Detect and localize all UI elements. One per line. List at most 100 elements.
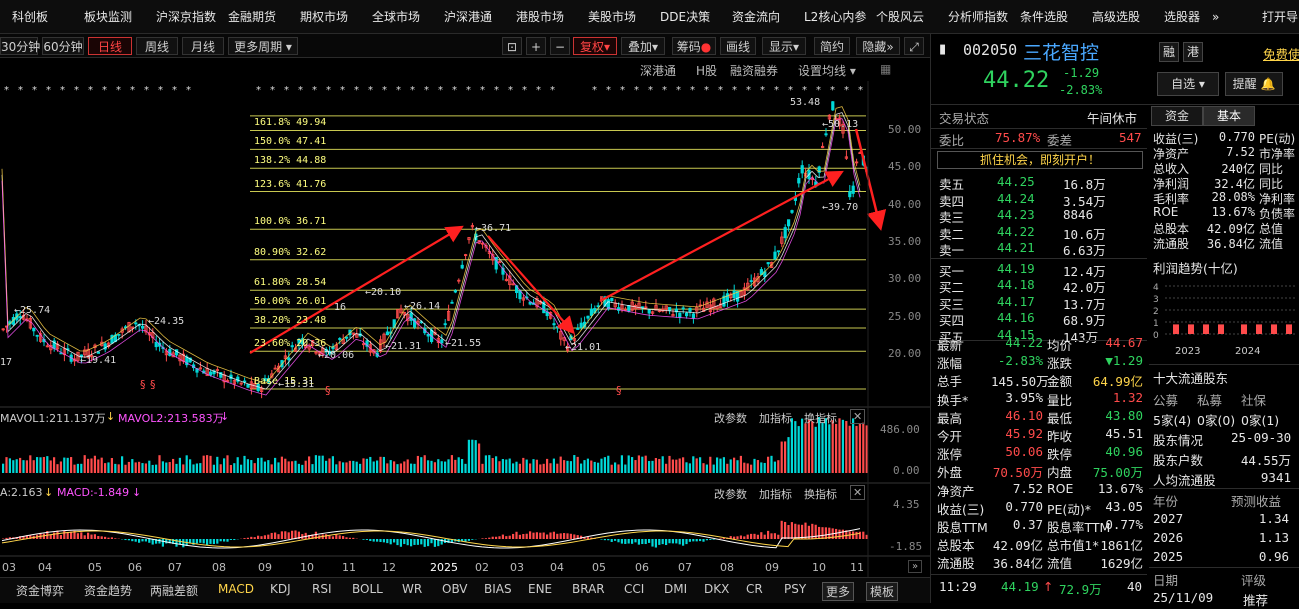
indicator-tab[interactable]: BOLL (352, 582, 383, 596)
nav-item[interactable]: 条件选股 (1020, 0, 1068, 34)
nav-item[interactable]: 分析师指数 (948, 0, 1008, 34)
tab-funds[interactable]: 资金 (1151, 106, 1203, 126)
nav-item[interactable]: 资金流向 (732, 0, 780, 34)
nav-item[interactable]: 期权市场 (300, 0, 348, 34)
volume-bar (158, 455, 160, 473)
macd-bar (611, 539, 613, 542)
stock-name[interactable]: 三花智控 (1023, 38, 1099, 65)
zoom-in-icon[interactable]: + (526, 37, 546, 55)
indicator-tab[interactable]: 资金博弈 (16, 582, 64, 599)
open-account-ad[interactable]: 抓住机会，即刻开户！ (937, 151, 1143, 169)
indicator-tab[interactable]: OBV (442, 582, 468, 596)
nav-item[interactable]: 港股市场 (516, 0, 564, 34)
nav-item[interactable]: 科创板 (12, 0, 48, 34)
volume-bar (655, 458, 657, 473)
sub-sz-hk-connect[interactable]: 深港通 (640, 62, 676, 79)
period-daily[interactable]: 日线 (88, 37, 132, 55)
macd-bar (570, 534, 572, 539)
vol-switch-indicator[interactable]: 换指标 (804, 410, 837, 426)
nav-item[interactable]: 个股风云 (876, 0, 924, 34)
nav-item[interactable]: 打开导 (1262, 0, 1298, 34)
nav-more[interactable]: » (1212, 0, 1219, 34)
macd-bar (70, 532, 72, 539)
vol-edit-params[interactable]: 改参数 (714, 410, 747, 426)
indicator-tab[interactable]: PSY (784, 582, 806, 596)
indicator-tab[interactable]: DMI (664, 582, 687, 596)
period-more[interactable]: 更多周期 ▾ (228, 37, 298, 55)
simple-button[interactable]: 简约 (814, 37, 850, 55)
volume-bar (413, 464, 415, 473)
macd-add-indicator[interactable]: 加指标 (759, 486, 792, 502)
indicator-tab[interactable]: RSI (312, 582, 332, 596)
nav-item[interactable]: L2核心内参 (804, 0, 866, 34)
indicator-tab[interactable]: 模板 (866, 582, 898, 601)
macd-bar (434, 539, 436, 547)
indicator-tab[interactable]: MACD (218, 582, 254, 596)
indicator-tab[interactable]: DKX (704, 582, 729, 596)
time-axis-label: 08 (720, 561, 734, 574)
lock-icon[interactable]: ⊡ (502, 37, 522, 55)
nav-item[interactable]: 美股市场 (588, 0, 636, 34)
scroll-right-icon[interactable]: » (908, 560, 922, 573)
macd-edit-params[interactable]: 改参数 (714, 486, 747, 502)
nav-item[interactable]: 选股器 (1164, 0, 1200, 34)
sub-h-share[interactable]: H股 (696, 62, 717, 79)
macd-bar (94, 534, 96, 539)
nav-item[interactable]: 全球市场 (372, 0, 420, 34)
indicator-tab[interactable]: KDJ (270, 582, 291, 596)
nav-item[interactable]: DDE决策 (660, 0, 710, 34)
volume-bar (294, 461, 296, 473)
macd-switch-indicator[interactable]: 换指标 (804, 486, 837, 502)
zoom-out-icon[interactable]: − (550, 37, 570, 55)
volume-bar (648, 461, 650, 473)
nav-item[interactable]: 沪深港通 (444, 0, 492, 34)
hk-badge[interactable]: 港 (1183, 42, 1203, 62)
macd-bar (488, 538, 490, 539)
sub-ma-settings[interactable]: 设置均线 ▾ (798, 62, 856, 79)
nav-item[interactable]: 板块监测 (84, 0, 132, 34)
indicator-tab[interactable]: BRAR (572, 582, 605, 596)
period-30min[interactable]: 30分钟 (0, 37, 38, 55)
close-icon[interactable]: ✕ (850, 409, 865, 424)
indicator-tab[interactable]: 更多 (822, 582, 854, 601)
overlay-button[interactable]: 叠加▾ (621, 37, 665, 55)
display-button[interactable]: 显示▾ (762, 37, 806, 55)
indicator-tab[interactable]: CR (746, 582, 763, 596)
watchlist-button[interactable]: 自选 ▾ (1157, 72, 1219, 96)
sub-grid-icon[interactable]: ▦ (880, 62, 891, 76)
macd-bar (526, 534, 528, 539)
nav-item[interactable]: 沪深京指数 (156, 0, 216, 34)
remind-button[interactable]: 提醒 🔔 (1225, 72, 1283, 96)
indicator-tab[interactable]: BIAS (484, 582, 512, 596)
macd-bar (128, 539, 130, 540)
indicator-tab[interactable]: CCI (624, 582, 644, 596)
hide-button[interactable]: 隐藏» (856, 37, 900, 55)
macd-bar (196, 539, 198, 543)
volume-bar (369, 457, 371, 473)
period-weekly[interactable]: 周线 (136, 37, 178, 55)
volume-bar (277, 462, 279, 473)
adjust-button[interactable]: 复权▾ (573, 37, 617, 55)
menu-icon[interactable]: ▮ (939, 42, 946, 57)
chips-button[interactable]: 筹码● (672, 37, 716, 55)
volume-bar (390, 460, 392, 473)
margin-badge[interactable]: 融 (1159, 42, 1179, 62)
indicator-tab[interactable]: WR (402, 582, 422, 596)
tab-basic[interactable]: 基本 (1203, 106, 1255, 126)
volume-bar (240, 465, 242, 473)
indicator-tab[interactable]: 两融差额 (150, 582, 198, 599)
close-icon[interactable]: ✕ (850, 485, 865, 500)
period-60min[interactable]: 60分钟 (42, 37, 84, 55)
sub-margin[interactable]: 融资融券 (730, 62, 778, 79)
period-monthly[interactable]: 月线 (182, 37, 224, 55)
macd-bar (692, 539, 694, 541)
vol-add-indicator[interactable]: 加指标 (759, 410, 792, 426)
expand-icon[interactable]: ⤢ (904, 37, 924, 55)
indicator-tab[interactable]: ENE (528, 582, 552, 596)
nav-item[interactable]: 高级选股 (1092, 0, 1140, 34)
free-link[interactable]: 免费使 (1263, 44, 1299, 63)
nav-item[interactable]: 金融期货 (228, 0, 276, 34)
volume-bar (366, 459, 368, 473)
indicator-tab[interactable]: 资金趋势 (84, 582, 132, 599)
draw-button[interactable]: 画线 (720, 37, 756, 55)
